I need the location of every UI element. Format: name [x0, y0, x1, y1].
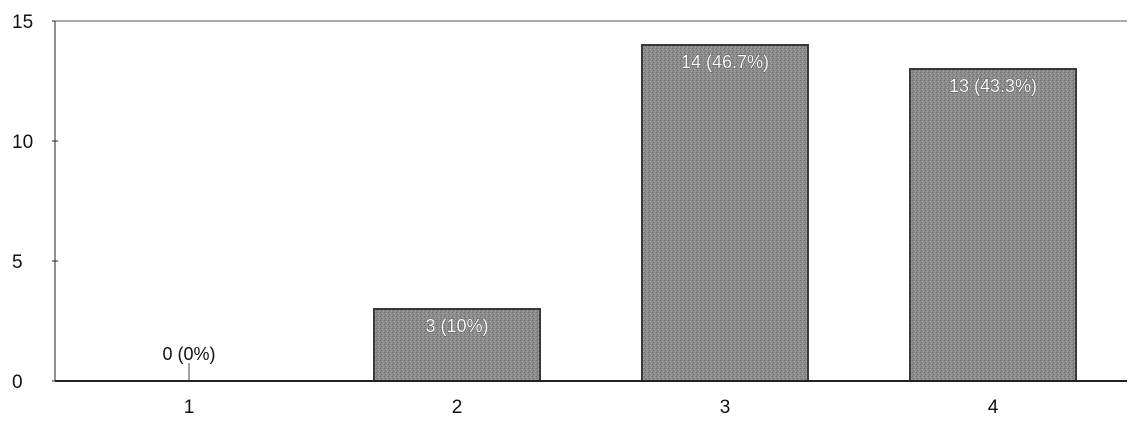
x-tick-label-1: 1 [184, 397, 195, 418]
data-label-2: 3 (10%) [425, 316, 488, 336]
bar-4 [909, 68, 1077, 382]
data-label-1: 0 (0%) [162, 344, 215, 364]
y-axis: 0 5 10 15 [12, 12, 1127, 393]
data-labels: 0 (0%) 3 (10%) 14 (46.7%) 13 (43.3%) [162, 52, 1037, 364]
bar-3 [641, 44, 809, 382]
bar-2 [373, 308, 541, 382]
y-tick-label: 0 [12, 372, 23, 393]
data-label-4: 13 (43.3%) [949, 76, 1037, 96]
bars [188, 44, 1077, 382]
data-label-3: 14 (46.7%) [681, 52, 769, 72]
y-tick-label: 15 [12, 12, 33, 33]
x-tick-label-4: 4 [988, 397, 999, 418]
y-tick-label: 5 [12, 252, 23, 273]
x-axis: 1 2 3 4 [55, 380, 1127, 418]
x-tick-label-2: 2 [452, 397, 463, 418]
y-tick-label: 10 [12, 132, 33, 153]
x-tick-label-3: 3 [720, 397, 731, 418]
